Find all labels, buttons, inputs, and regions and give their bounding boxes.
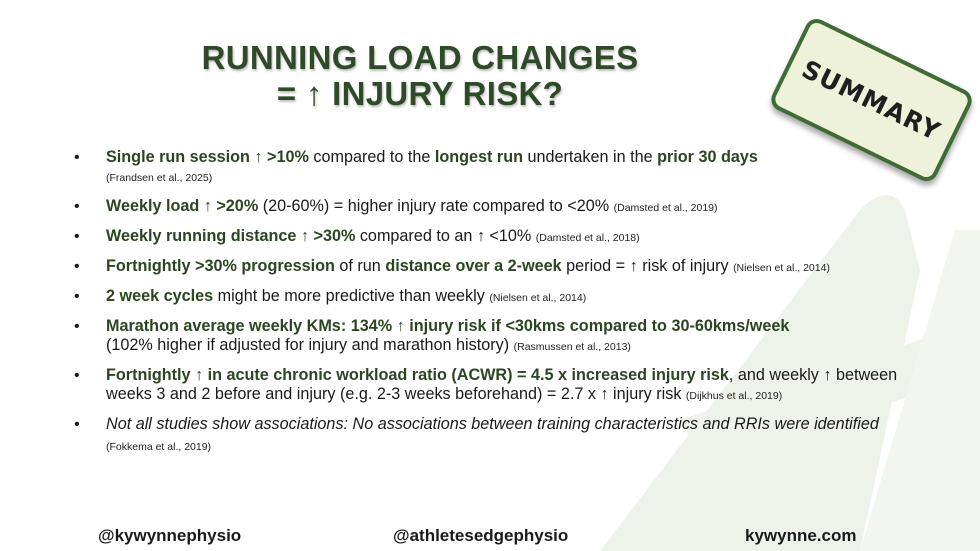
citation: (Damsted et al., 2019) (613, 202, 718, 214)
bullet-item-marathon: • Marathon average weekly KMs: 134% ↑ in… (60, 317, 920, 357)
bullet-text: Weekly running distance ↑ >30% (106, 227, 356, 245)
bullet-dot-icon: • (74, 416, 80, 433)
bullet-text: Weekly load ↑ >20% (106, 197, 259, 215)
citation: (Nielsen et al., 2014) (733, 262, 830, 274)
bullet-text: Not all studies show associations: No as… (106, 415, 879, 433)
summary-badge-label: SUMMARY (797, 54, 946, 146)
bullet-item-fortnightly-progression: • Fortnightly >30% progression of run di… (60, 257, 920, 278)
bullet-text: prior 30 days (657, 148, 758, 166)
bullet-text: might be more predictive than weekly (213, 287, 490, 305)
bullet-dot-icon: • (74, 198, 80, 215)
bullet-item-weekly-load: • Weekly load ↑ >20% (20-60%) = higher i… (60, 197, 920, 218)
bullet-text: compared to an ↑ <10% (355, 227, 536, 245)
bullet-text: longest run (434, 148, 523, 166)
citation: (Frandsen et al., 2025) (106, 172, 213, 184)
page-title: RUNNING LOAD CHANGES = ↑ INJURY RISK? (110, 40, 730, 112)
title-line-2: = ↑ INJURY RISK? (276, 75, 564, 112)
bullet-text: period = ↑ risk of injury (561, 257, 734, 275)
bullet-item-2-week-cycles: • 2 week cycles might be more predictive… (60, 287, 920, 308)
bullet-list: • Single run session ↑ >10% compared to … (60, 148, 920, 466)
footer-website: kywynne.com (745, 526, 857, 545)
footer-handle-kywynnephysio: @kywynnephysio (98, 526, 242, 545)
bullet-item-acwr: • Fortnightly ↑ in acute chronic workloa… (60, 366, 920, 406)
bullet-dot-icon: • (74, 258, 80, 275)
bullet-text: of run (334, 257, 386, 275)
bullet-dot-icon: • (74, 228, 80, 245)
bullet-dot-icon: • (74, 288, 80, 305)
footer-handle-athletesedgephysio: @athletesedgephysio (393, 526, 569, 545)
citation: (Nielsen et al., 2014) (489, 292, 587, 304)
citation: (Damsted et al., 2018) (535, 232, 640, 244)
bullet-text: Fortnightly >30% progression (106, 257, 335, 275)
bullet-text: Fortnightly ↑ in acute chronic workload … (106, 366, 729, 384)
bullet-text: (20-60%) = higher injury rate compared t… (258, 197, 614, 215)
bullet-text: Marathon average weekly KMs: 134% ↑ inju… (106, 317, 790, 335)
bullet-dot-icon: • (74, 318, 80, 335)
bullet-text: distance over a 2-week (385, 257, 562, 275)
bullet-dot-icon: • (74, 367, 80, 384)
athletes-edge-logo-watermark (600, 195, 980, 551)
bullet-dot-icon: • (74, 149, 80, 166)
title-line-1: RUNNING LOAD CHANGES (201, 39, 639, 76)
bullet-text: 2 week cycles (106, 287, 214, 305)
bullet-item-weekly-distance: • Weekly running distance ↑ >30% compare… (60, 227, 920, 248)
bullet-text: compared to the (308, 148, 435, 166)
citation: (Fokkema et al., 2019) (106, 441, 212, 453)
bullet-item-no-associations: • Not all studies show associations: No … (60, 415, 920, 457)
bullet-text: , and weekly ↑ between weeks 3 and 2 bef… (106, 366, 898, 403)
bullet-item-single-run: • Single run session ↑ >10% compared to … (60, 148, 920, 188)
bullet-text: Single run session ↑ >10% (106, 148, 309, 166)
bullet-text: (102% higher if adjusted for injury and … (106, 336, 514, 354)
citation: (Dijkhus et al., 2019) (685, 390, 783, 402)
bullet-text: undertaken in the (523, 148, 658, 166)
citation: (Rasmussen et al., 2013) (513, 341, 631, 353)
